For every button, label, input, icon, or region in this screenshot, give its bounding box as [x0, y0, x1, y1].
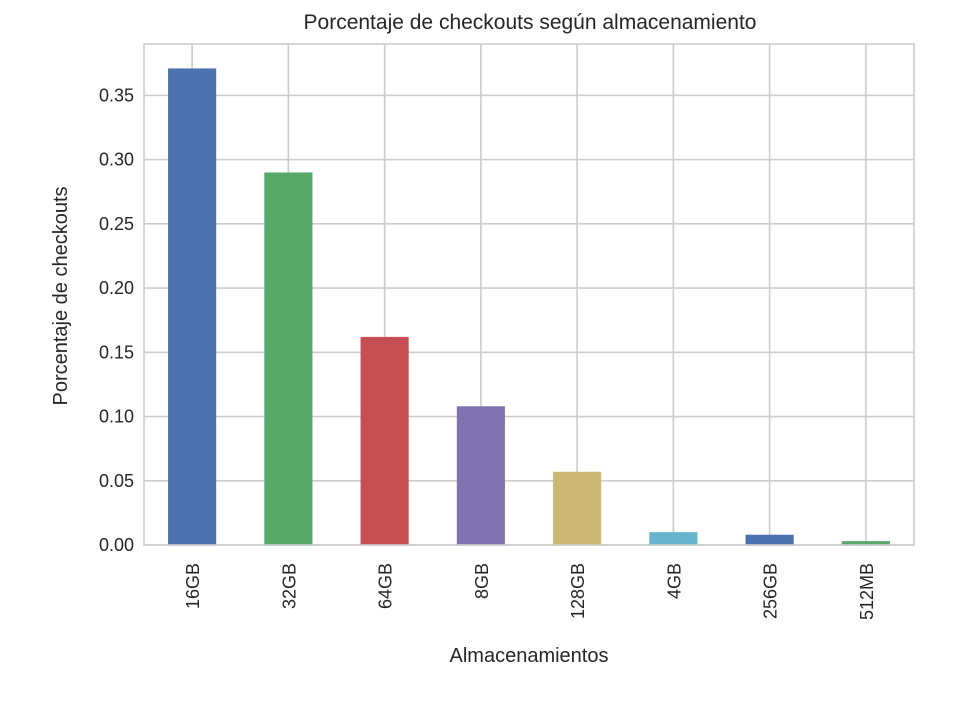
chart-title: Porcentaje de checkouts según almacenami…: [304, 11, 757, 34]
y-tick-label: 0.15: [99, 342, 134, 362]
y-tick-label: 0.05: [99, 471, 134, 491]
x-axis-label: Almacenamientos: [450, 645, 609, 667]
bar-4gb: [649, 532, 698, 545]
x-tick-label: 512MB: [857, 563, 877, 620]
bars: [168, 68, 890, 546]
y-tick-labels: 0.00 0.05 0.10 0.15 0.20 0.25 0.30 0.35: [99, 85, 134, 555]
x-tick-label: 32GB: [279, 563, 299, 609]
bar-8gb: [456, 406, 505, 545]
grid-lines: [144, 44, 914, 546]
x-tick-labels: 16GB 32GB 64GB 8GB 128GB 4GB 256GB 512MB: [183, 563, 877, 620]
x-tick-label: 4GB: [664, 563, 684, 599]
bar-32gb: [264, 172, 313, 545]
y-tick-label: 0.35: [99, 85, 134, 105]
y-tick-label: 0.00: [99, 535, 134, 555]
y-tick-label: 0.30: [99, 150, 134, 170]
y-axis-label: Porcentaje de checkouts: [50, 186, 72, 405]
bar-128gb: [553, 471, 602, 545]
x-tick-label: 256GB: [761, 563, 781, 619]
x-tick-label: 128GB: [568, 563, 588, 619]
bar-512mb: [841, 541, 890, 545]
bar-64gb: [360, 336, 409, 545]
y-tick-label: 0.10: [99, 407, 134, 427]
bar-16gb: [168, 68, 217, 546]
plot-frame: [143, 43, 915, 546]
x-tick-label: 16GB: [183, 563, 203, 609]
bar-256gb: [745, 534, 794, 545]
x-tick-label: 64GB: [376, 563, 396, 609]
x-tick-label: 8GB: [472, 563, 492, 599]
y-tick-label: 0.25: [99, 214, 134, 234]
y-tick-label: 0.20: [99, 278, 134, 298]
